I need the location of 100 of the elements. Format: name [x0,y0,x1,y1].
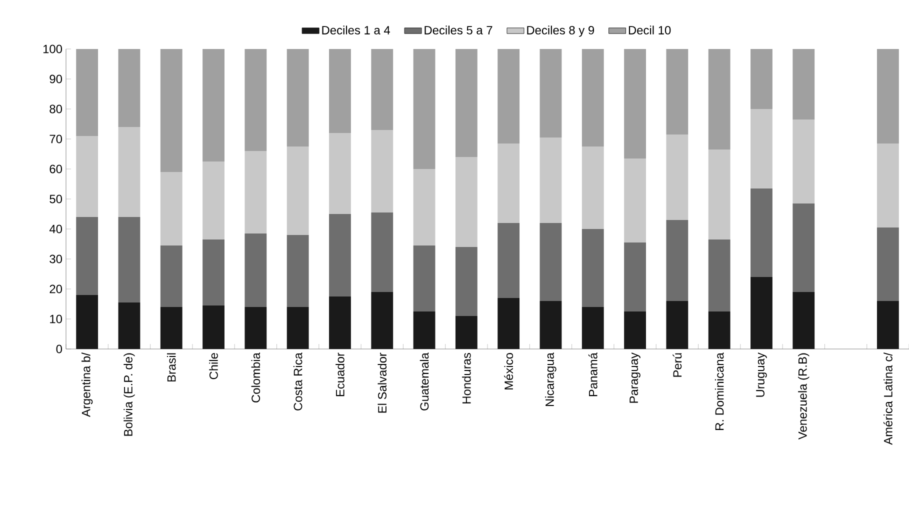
bar [708,48,730,150]
bar [202,48,224,162]
bar [286,48,309,146]
bar [498,222,520,298]
bar [582,228,604,307]
x-tick-label: Bolivia (E.P. de) [124,353,135,436]
bar [498,48,520,144]
bar [455,156,478,247]
bar [160,172,182,246]
bar [160,307,182,349]
bar [624,312,646,349]
bar [750,277,772,349]
y-tick-label: 90 [50,74,62,84]
x-tick-label: Chile [209,353,218,380]
bar [582,307,604,349]
bar [118,48,140,127]
bar [498,143,520,223]
x-tick-label: Uruguay [756,352,767,397]
y-tick-label: 100 [43,44,62,54]
y-tick-label: 80 [50,104,62,114]
y-tick-label: 0 [56,344,62,354]
bar [750,48,772,109]
bar [750,188,772,277]
bar [540,301,562,349]
bar [118,216,140,302]
bar [76,295,98,349]
bar [582,146,604,229]
bar [624,48,646,158]
bar [244,150,267,234]
x-tick-label: Venezuela (R.B) [798,353,810,440]
bar [413,168,436,246]
bar [792,203,815,292]
bar [244,48,267,151]
bar [286,146,309,235]
bar [498,298,520,349]
bar [708,312,730,349]
bar [202,161,224,240]
x-tick-label: Honduras [462,352,471,404]
bar [455,316,478,349]
legend-label: Deciles 8 y 9 [527,26,594,37]
bar [666,134,688,220]
bar [750,108,772,188]
bar [244,233,267,307]
x-tick-label: Panamá [588,352,598,396]
y-tick-label: 60 [50,164,62,174]
bar [666,48,688,134]
bar [371,292,394,349]
bar [540,137,562,223]
bar [160,48,182,172]
bar [624,158,646,242]
bar [666,301,688,349]
x-tick-label: Brasil [166,353,176,382]
bar [792,119,815,204]
x-tick-label: Paraguay [630,352,640,403]
x-tick-label: Nicaragua [545,352,556,406]
bar [876,301,899,349]
bar [329,214,351,296]
y-tick-label: 20 [50,284,62,294]
bar [371,130,394,212]
bar [455,246,478,316]
bar [876,48,899,144]
bar [329,296,351,349]
y-tick-label: 70 [50,134,62,144]
bar [413,48,436,169]
bar [118,302,140,349]
bar [540,48,562,138]
x-tick-label: Argentina b/ [82,352,93,417]
x-tick-label: Ecuador [336,352,344,396]
bar [286,234,309,307]
bar [118,126,140,217]
bar [455,48,478,157]
bar [244,307,267,349]
x-tick-label: El Salvador [378,352,387,413]
bar [792,48,815,120]
legend-label: Deciles 1 a 4 [322,26,390,34]
bar [708,149,730,240]
bar [371,212,394,292]
bar [792,292,815,349]
x-tick-label: Guatemala [420,352,429,410]
y-tick-label: 10 [50,314,62,324]
y-tick-label: 30 [50,254,62,264]
legend-label: Deciles 5 a 7 [424,26,492,34]
bar [666,220,688,301]
bar [413,245,436,312]
bar [286,307,309,349]
bar [76,216,98,295]
bar [160,245,182,307]
bar [540,222,562,301]
legend-label: Decil 10 [628,26,671,34]
bar [329,132,351,214]
bar [202,239,224,306]
bar [76,48,98,136]
x-tick-label: Colombia [251,352,260,402]
bar [876,143,899,228]
y-tick-label: 50 [50,194,62,204]
bar [202,306,224,349]
x-tick-label: Perú [672,353,682,377]
bar [413,312,436,349]
bar [876,227,899,301]
bar [329,48,351,133]
